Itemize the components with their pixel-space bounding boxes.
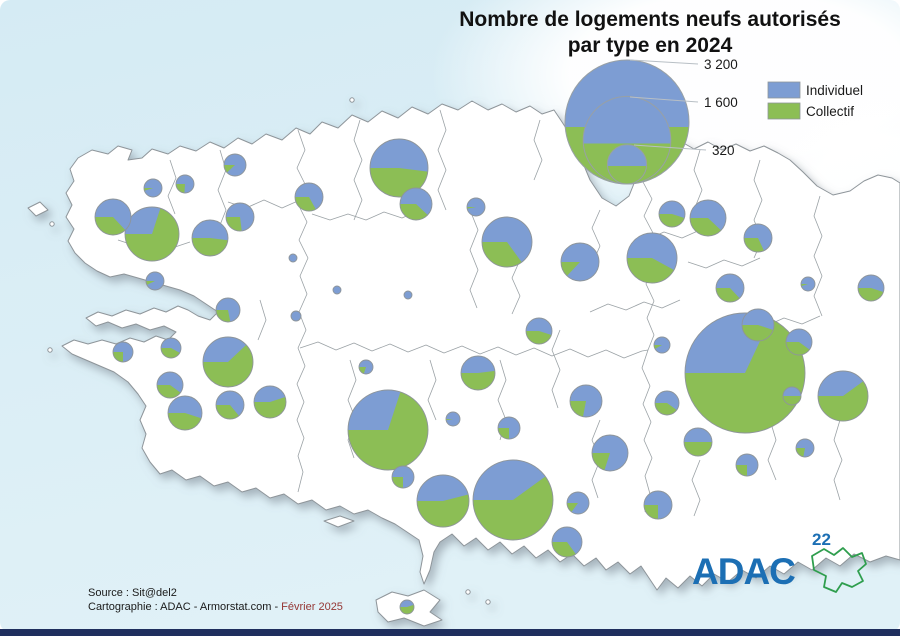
pie-marker: [525, 317, 553, 345]
pie-marker: [472, 459, 554, 541]
pie-marker: [94, 198, 132, 236]
pie-marker: [466, 197, 486, 217]
pie-marker: [785, 328, 813, 356]
pie-marker: [560, 242, 600, 282]
pie-marker: [569, 384, 603, 418]
cartography-line: Cartographie : ADAC - Armorstat.com - Fé…: [88, 601, 343, 613]
pie-marker: [497, 416, 521, 440]
pie-marker: [715, 273, 745, 303]
pie-marker: [460, 355, 496, 391]
island-ouessant: [27, 201, 49, 217]
pie-marker: [643, 490, 673, 520]
legend-label-collectif: Collectif: [806, 104, 854, 119]
legend-swatch-collectif: [767, 102, 801, 120]
pie-marker: [399, 187, 433, 221]
pie-marker: [658, 200, 686, 228]
pie-marker: [225, 202, 255, 232]
pie-marker: [795, 438, 815, 458]
pie-marker: [253, 385, 287, 419]
pie-marker: [191, 219, 229, 257]
size-legend-value-1: 3 200: [704, 57, 738, 72]
size-legend-value-3: 320: [712, 143, 735, 158]
adac-logo: ADAC 22: [692, 530, 867, 593]
map-title-line2: par type en 2024: [568, 34, 733, 57]
pie-marker: [654, 390, 680, 416]
adac-logo-sup: 22: [812, 530, 831, 549]
pie-marker: [160, 337, 182, 359]
pie-marker: [167, 395, 203, 431]
pie-marker: [416, 474, 470, 528]
pie-marker: [566, 491, 590, 515]
footer-bar: [0, 629, 900, 636]
source-credits: Source : Sit@del2 Cartographie : ADAC - …: [88, 587, 343, 613]
pie-marker: [290, 310, 302, 322]
pie-marker: [358, 359, 374, 375]
size-legend-leaders: [629, 59, 707, 151]
size-legend-value-2: 1 600: [704, 95, 738, 110]
pie-marker: [626, 232, 678, 284]
island-molene: [49, 221, 55, 227]
island-groix: [323, 515, 355, 528]
pie-marker: [817, 370, 869, 422]
pie-marker: [145, 271, 165, 291]
pie-marker: [215, 297, 241, 323]
pie-marker: [743, 223, 773, 253]
legend-swatch-individuel: [767, 81, 801, 99]
pie-marker: [782, 386, 802, 406]
pie-marker: [689, 199, 727, 237]
map-title-line1: Nombre de logements neufs autorisés: [459, 8, 841, 31]
pie-marker: [445, 411, 461, 427]
island-houat: [465, 589, 471, 595]
island-batz: [349, 97, 355, 103]
pie-marker: [124, 206, 180, 262]
pie-marker: [683, 427, 713, 457]
pie-marker: [175, 174, 195, 194]
adac-logo-department-outline: [811, 547, 867, 593]
pie-marker: [294, 182, 324, 212]
pie-marker: [347, 389, 429, 471]
pie-marker: [481, 216, 533, 268]
pie-marker: [202, 336, 254, 388]
color-legend: Individuel Collectif: [767, 81, 863, 120]
pie-marker: [399, 599, 415, 615]
pie-marker: [223, 153, 247, 177]
source-line: Source : Sit@del2: [88, 587, 177, 599]
island-hoedic: [485, 599, 491, 605]
pie-marker: [857, 274, 885, 302]
pie-symbol-layer: [94, 138, 885, 615]
cartography-date: Février 2025: [281, 601, 343, 613]
pie-marker: [551, 526, 583, 558]
cartography-text: Cartographie : ADAC - Armorstat.com -: [88, 601, 281, 613]
pie-marker: [735, 453, 759, 477]
pie-marker: [215, 390, 245, 420]
pie-marker: [332, 285, 342, 295]
pie-marker: [369, 138, 429, 198]
pie-marker: [288, 253, 298, 263]
pie-marker: [653, 336, 671, 354]
pie-marker: [391, 465, 415, 489]
island-sein: [47, 347, 53, 353]
pie-marker: [143, 178, 163, 198]
pie-marker: [591, 434, 629, 472]
pie-marker: [800, 276, 816, 292]
size-legend: [564, 59, 690, 185]
adac-logo-text: ADAC: [692, 551, 795, 592]
legend-label-individuel: Individuel: [806, 83, 863, 98]
pie-marker: [156, 371, 184, 399]
pie-marker: [112, 341, 134, 363]
size-legend-circle: [606, 144, 648, 185]
pie-marker: [403, 290, 413, 300]
pie-marker: [741, 308, 775, 342]
